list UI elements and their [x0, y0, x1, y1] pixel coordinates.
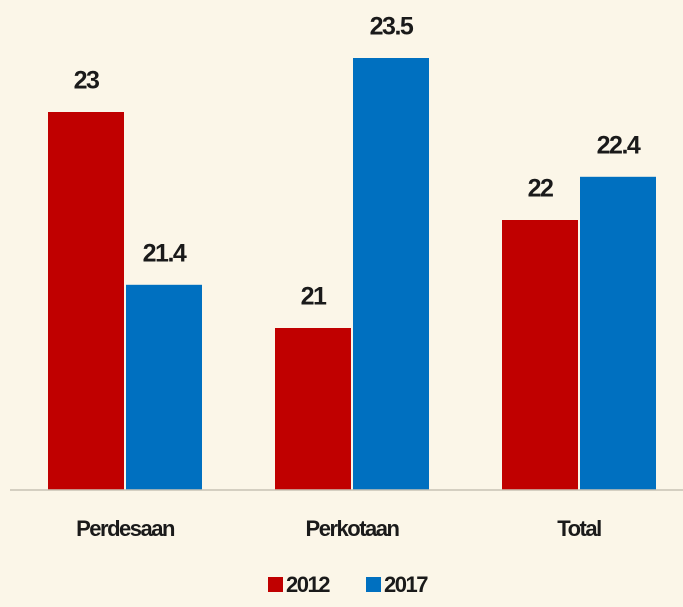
x-tick-label: Total: [557, 516, 601, 541]
data-label: 23.5: [370, 13, 414, 41]
x-tick-label: Perdesaan: [76, 516, 175, 541]
legend-label: 2012: [286, 572, 330, 597]
data-label: 23: [74, 67, 99, 95]
bar: [580, 176, 656, 491]
data-label: 22: [528, 175, 553, 203]
bar: [502, 220, 578, 490]
bar: [126, 284, 202, 490]
data-label: 22.4: [597, 131, 641, 159]
legend-label: 2017: [384, 572, 428, 597]
data-label: 21: [301, 283, 327, 311]
legend-swatch: [268, 577, 283, 592]
x-tick-label: Perkotaan: [306, 516, 400, 541]
data-label: 21.4: [143, 239, 187, 267]
bar: [48, 112, 124, 490]
legend-swatch: [366, 577, 381, 592]
bar: [353, 58, 429, 490]
bar: [275, 328, 351, 490]
